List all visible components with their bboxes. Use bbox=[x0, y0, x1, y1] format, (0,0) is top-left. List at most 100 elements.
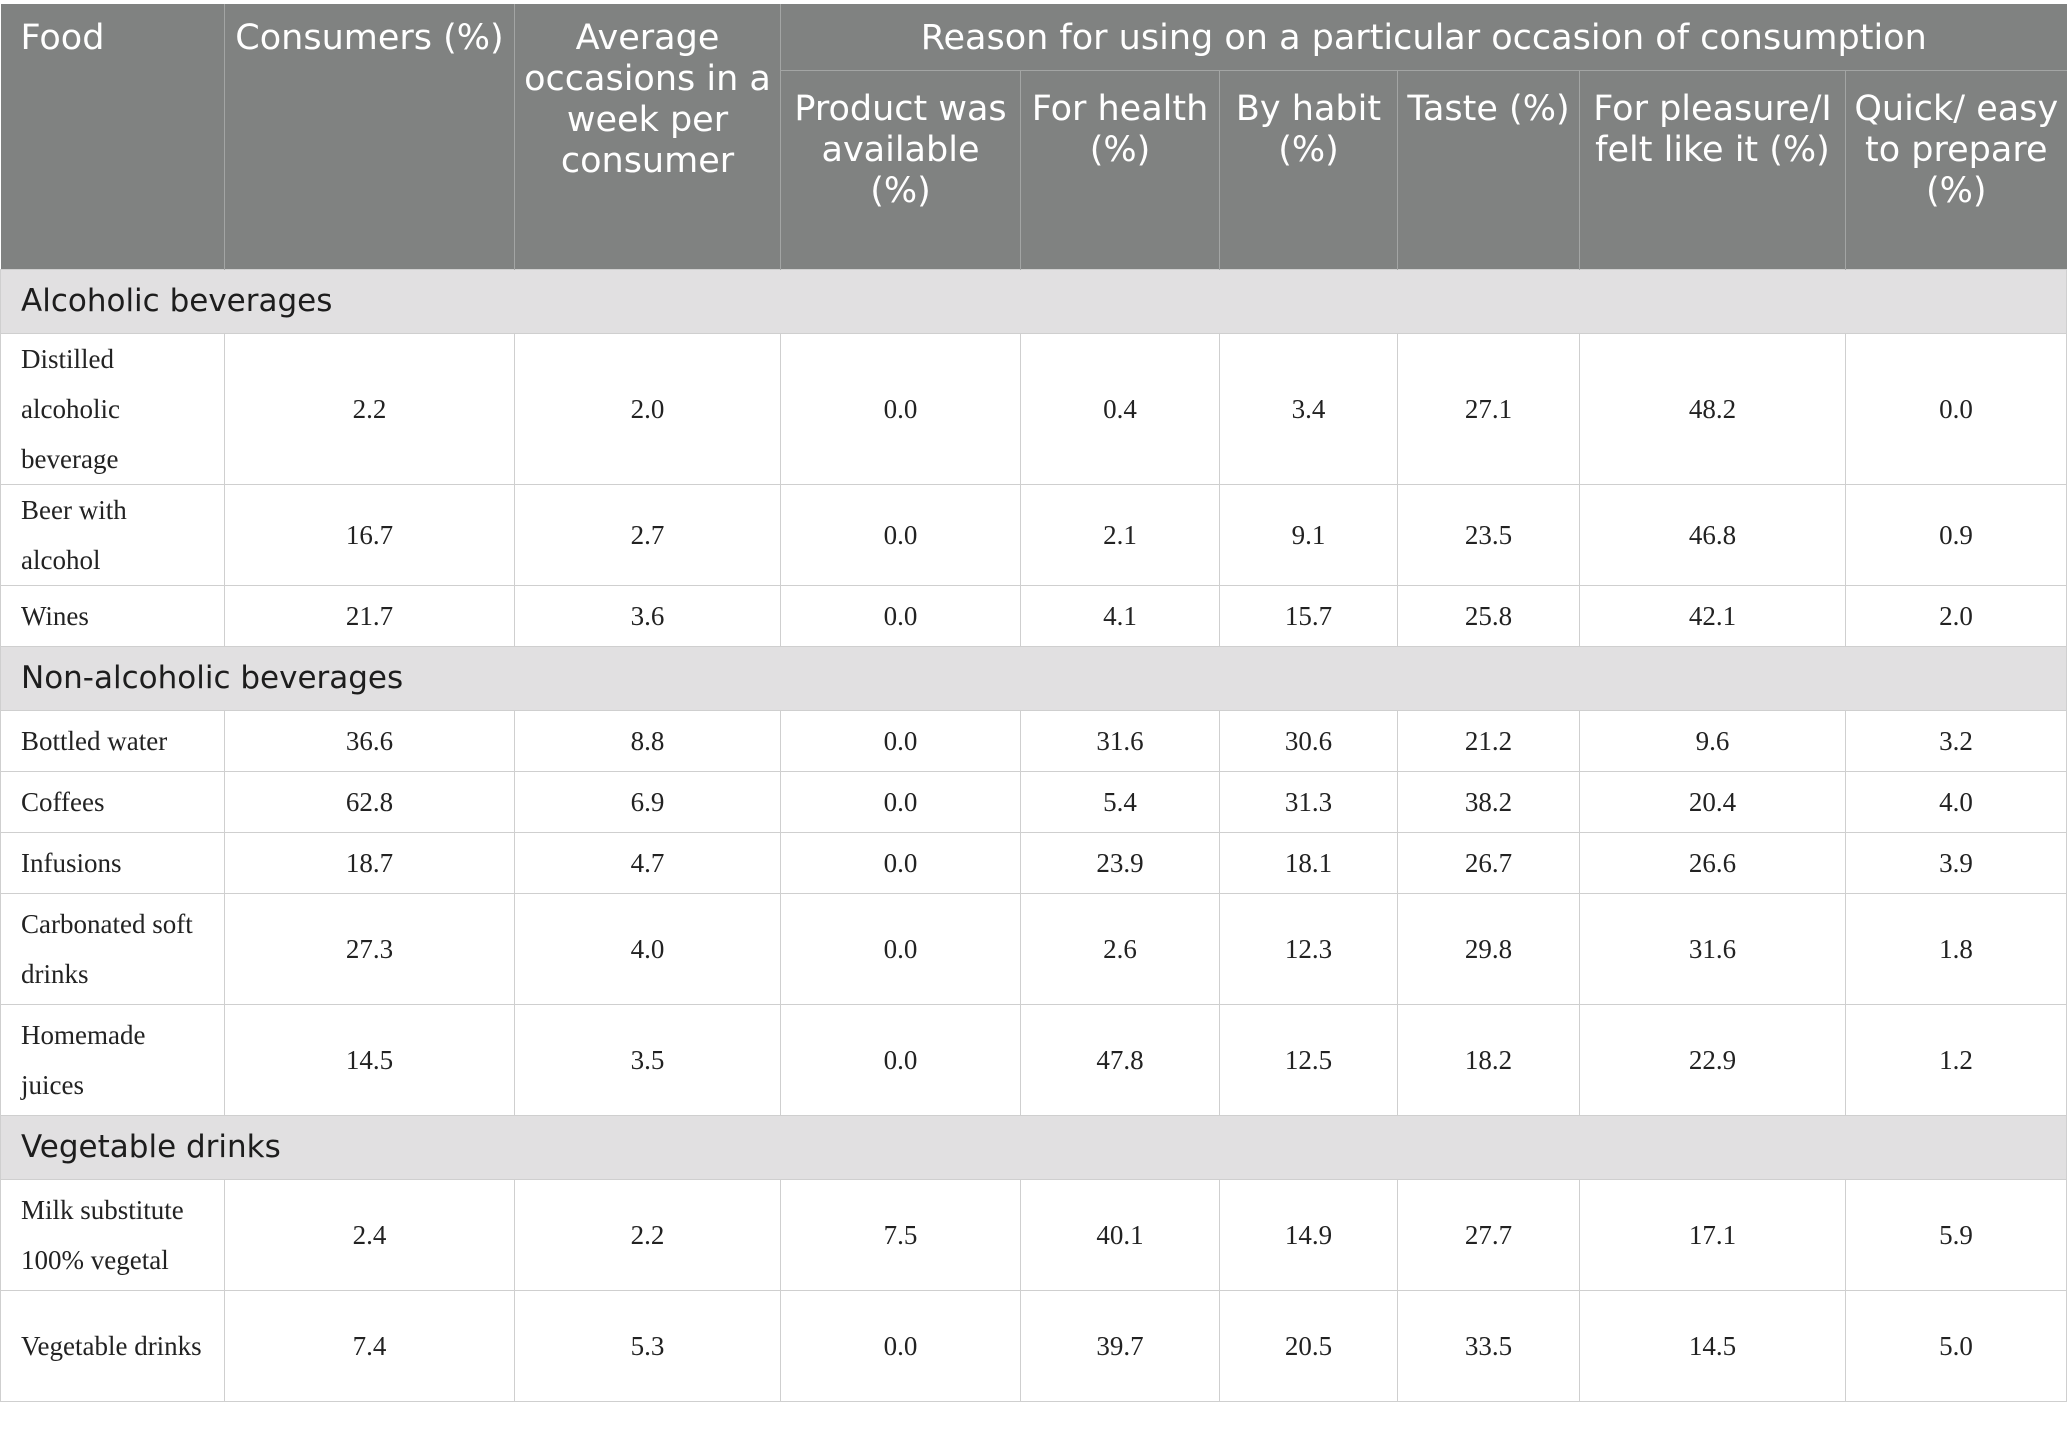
for-health-cell: 40.1 bbox=[1020, 1178, 1220, 1291]
food-cell: Vegetable drinks bbox=[0, 1289, 225, 1402]
by-habit-cell: 3.4 bbox=[1219, 332, 1398, 485]
header-product-available: Product was available (%) bbox=[780, 70, 1021, 269]
product-available-cell: 0.0 bbox=[780, 584, 1021, 647]
quick-easy-cell: 0.9 bbox=[1844, 483, 2068, 586]
avg-occasions-cell: 2.0 bbox=[514, 332, 781, 485]
header-for-pleasure: For pleasure/I felt like it (%) bbox=[1579, 70, 1846, 269]
consumers-cell: 36.6 bbox=[224, 709, 515, 772]
category-row: Non-alcoholic beverages bbox=[0, 645, 2068, 711]
for-health-cell: 2.1 bbox=[1020, 483, 1220, 586]
taste-cell: 23.5 bbox=[1397, 483, 1580, 586]
for-pleasure-cell: 22.9 bbox=[1579, 1003, 1846, 1116]
for-health-cell: 23.9 bbox=[1020, 831, 1220, 894]
food-cell: Bottled water bbox=[0, 709, 225, 772]
product-available-cell: 0.0 bbox=[780, 483, 1021, 586]
taste-cell: 25.8 bbox=[1397, 584, 1580, 647]
product-available-cell: 7.5 bbox=[780, 1178, 1021, 1291]
header-for-health: For health (%) bbox=[1020, 70, 1220, 269]
avg-occasions-cell: 8.8 bbox=[514, 709, 781, 772]
for-health-cell: 5.4 bbox=[1020, 770, 1220, 833]
product-available-cell: 0.0 bbox=[780, 1289, 1021, 1402]
consumers-cell: 18.7 bbox=[224, 831, 515, 894]
table-row: Wines 21.7 3.6 0.0 4.1 15.7 25.8 42.1 2.… bbox=[0, 584, 2068, 647]
taste-cell: 29.8 bbox=[1397, 892, 1580, 1005]
taste-cell: 27.1 bbox=[1397, 332, 1580, 485]
product-available-cell: 0.0 bbox=[780, 770, 1021, 833]
for-health-cell: 2.6 bbox=[1020, 892, 1220, 1005]
table-body: Alcoholic beverages Distilled alcoholic … bbox=[0, 268, 2068, 1402]
avg-occasions-cell: 4.7 bbox=[514, 831, 781, 894]
for-health-cell: 4.1 bbox=[1020, 584, 1220, 647]
taste-cell: 18.2 bbox=[1397, 1003, 1580, 1116]
quick-easy-cell: 2.0 bbox=[1844, 584, 2068, 647]
avg-occasions-cell: 2.7 bbox=[514, 483, 781, 586]
for-health-cell: 47.8 bbox=[1020, 1003, 1220, 1116]
food-cell: Infusions bbox=[0, 831, 225, 894]
quick-easy-cell: 1.2 bbox=[1844, 1003, 2068, 1116]
product-available-cell: 0.0 bbox=[780, 831, 1021, 894]
product-available-cell: 0.0 bbox=[780, 892, 1021, 1005]
consumers-cell: 62.8 bbox=[224, 770, 515, 833]
header-consumers: Consumers (%) bbox=[224, 4, 515, 269]
taste-cell: 38.2 bbox=[1397, 770, 1580, 833]
for-pleasure-cell: 42.1 bbox=[1579, 584, 1846, 647]
by-habit-cell: 30.6 bbox=[1219, 709, 1398, 772]
taste-cell: 26.7 bbox=[1397, 831, 1580, 894]
table-row: Bottled water 36.6 8.8 0.0 31.6 30.6 21.… bbox=[0, 709, 2068, 772]
quick-easy-cell: 1.8 bbox=[1844, 892, 2068, 1005]
header-by-habit: By habit (%) bbox=[1219, 70, 1398, 269]
quick-easy-cell: 3.2 bbox=[1844, 709, 2068, 772]
food-cell: Beer with alcohol bbox=[0, 483, 225, 586]
consumers-cell: 2.2 bbox=[224, 332, 515, 485]
product-available-cell: 0.0 bbox=[780, 1003, 1021, 1116]
consumers-cell: 2.4 bbox=[224, 1178, 515, 1291]
for-health-cell: 0.4 bbox=[1020, 332, 1220, 485]
table-row: Infusions 18.7 4.7 0.0 23.9 18.1 26.7 26… bbox=[0, 831, 2068, 894]
avg-occasions-cell: 2.2 bbox=[514, 1178, 781, 1291]
avg-occasions-cell: 6.9 bbox=[514, 770, 781, 833]
for-health-cell: 39.7 bbox=[1020, 1289, 1220, 1402]
avg-occasions-cell: 3.6 bbox=[514, 584, 781, 647]
product-available-cell: 0.0 bbox=[780, 332, 1021, 485]
for-health-cell: 31.6 bbox=[1020, 709, 1220, 772]
food-cell: Carbonated soft drinks bbox=[0, 892, 225, 1005]
for-pleasure-cell: 14.5 bbox=[1579, 1289, 1846, 1402]
by-habit-cell: 15.7 bbox=[1219, 584, 1398, 647]
table-row: Carbonated soft drinks 27.3 4.0 0.0 2.6 … bbox=[0, 892, 2068, 1005]
quick-easy-cell: 3.9 bbox=[1844, 831, 2068, 894]
consumption-table-container: Food Consumers (%) Average occasions in … bbox=[0, 4, 2068, 1402]
for-pleasure-cell: 48.2 bbox=[1579, 332, 1846, 485]
quick-easy-cell: 5.0 bbox=[1844, 1289, 2068, 1402]
table-row: Beer with alcohol 16.7 2.7 0.0 2.1 9.1 2… bbox=[0, 483, 2068, 586]
table-header: Food Consumers (%) Average occasions in … bbox=[0, 4, 2067, 269]
avg-occasions-cell: 4.0 bbox=[514, 892, 781, 1005]
avg-occasions-cell: 3.5 bbox=[514, 1003, 781, 1116]
for-pleasure-cell: 17.1 bbox=[1579, 1178, 1846, 1291]
taste-cell: 21.2 bbox=[1397, 709, 1580, 772]
table-row: Vegetable drinks 7.4 5.3 0.0 39.7 20.5 3… bbox=[0, 1289, 2068, 1402]
for-pleasure-cell: 26.6 bbox=[1579, 831, 1846, 894]
consumption-table: Food Consumers (%) Average occasions in … bbox=[0, 4, 2068, 1402]
food-cell: Distilled alcoholic beverage bbox=[0, 332, 225, 485]
category-row: Vegetable drinks bbox=[0, 1114, 2068, 1180]
by-habit-cell: 18.1 bbox=[1219, 831, 1398, 894]
table-row: Milk substitute 100% vegetal 2.4 2.2 7.5… bbox=[0, 1178, 2068, 1291]
taste-cell: 27.7 bbox=[1397, 1178, 1580, 1291]
by-habit-cell: 14.9 bbox=[1219, 1178, 1398, 1291]
food-cell: Homemade juices bbox=[0, 1003, 225, 1116]
for-pleasure-cell: 9.6 bbox=[1579, 709, 1846, 772]
consumers-cell: 16.7 bbox=[224, 483, 515, 586]
header-avg-occasions: Average occasions in a week per consumer bbox=[514, 4, 781, 269]
category-label: Alcoholic beverages bbox=[0, 268, 2068, 334]
product-available-cell: 0.0 bbox=[780, 709, 1021, 772]
table-row: Coffees 62.8 6.9 0.0 5.4 31.3 38.2 20.4 … bbox=[0, 770, 2068, 833]
header-quick-easy: Quick/ easy to prepare (%) bbox=[1844, 70, 2067, 269]
header-reason-group: Reason for using on a particular occasio… bbox=[779, 4, 2067, 71]
food-cell: Coffees bbox=[0, 770, 225, 833]
for-pleasure-cell: 46.8 bbox=[1579, 483, 1846, 586]
by-habit-cell: 9.1 bbox=[1219, 483, 1398, 586]
by-habit-cell: 12.5 bbox=[1219, 1003, 1398, 1116]
category-label: Non-alcoholic beverages bbox=[0, 645, 2068, 711]
food-cell: Wines bbox=[0, 584, 225, 647]
for-pleasure-cell: 20.4 bbox=[1579, 770, 1846, 833]
